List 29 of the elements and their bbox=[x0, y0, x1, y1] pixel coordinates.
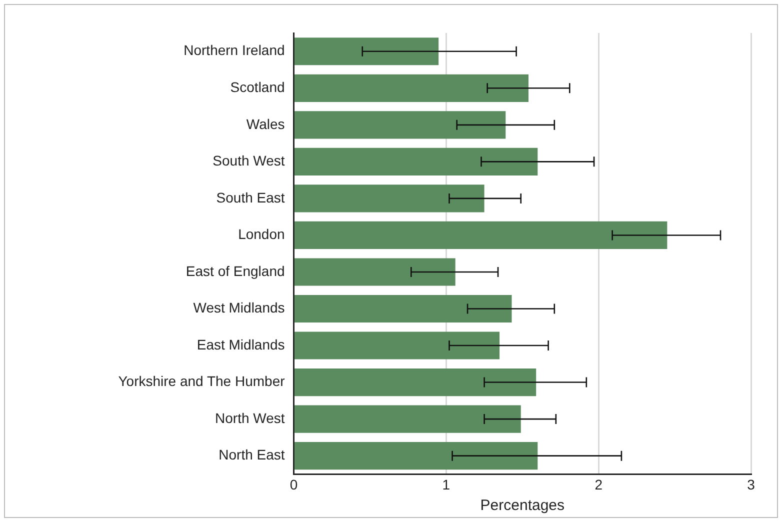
y-tick-label: North East bbox=[218, 446, 285, 463]
bar bbox=[294, 148, 538, 176]
y-tick-label: Northern Ireland bbox=[184, 42, 285, 58]
bar bbox=[294, 258, 456, 286]
y-tick-label: North West bbox=[215, 410, 285, 426]
bar bbox=[294, 332, 500, 360]
y-tick-label: South East bbox=[216, 189, 285, 206]
bar bbox=[294, 294, 512, 323]
x-tick-label: 3 bbox=[747, 476, 756, 492]
x-tick-label: 0 bbox=[290, 476, 298, 492]
y-tick-label: Yorkshire and The Humber bbox=[118, 373, 286, 390]
y-tick-label: London bbox=[238, 226, 285, 242]
bar bbox=[294, 442, 538, 470]
bar bbox=[294, 405, 521, 433]
bar bbox=[294, 111, 506, 139]
x-tick-label: 1 bbox=[442, 476, 450, 492]
bar bbox=[294, 38, 439, 66]
y-tick-label: Scotland bbox=[230, 79, 285, 96]
x-axis-title: Percentages bbox=[480, 497, 565, 514]
bar bbox=[294, 74, 528, 102]
bar bbox=[294, 221, 668, 250]
y-tick-label: East of England bbox=[186, 262, 285, 279]
y-tick-label: Wales bbox=[246, 116, 285, 132]
y-tick-label: East Midlands bbox=[196, 336, 285, 352]
bar bbox=[294, 368, 536, 396]
y-tick-label: West Midlands bbox=[193, 300, 285, 316]
x-tick-label: 2 bbox=[594, 476, 603, 492]
bar bbox=[294, 184, 484, 212]
y-tick-label: South West bbox=[212, 152, 285, 169]
